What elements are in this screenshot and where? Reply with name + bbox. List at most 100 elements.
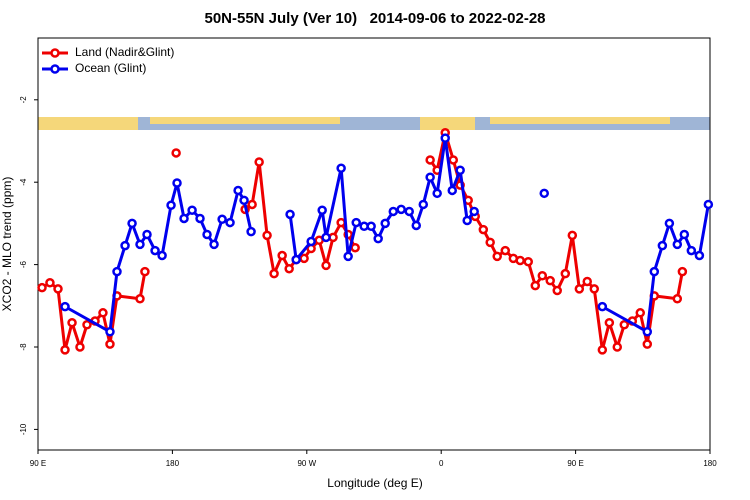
x-tick-label: 0 <box>439 459 444 468</box>
data-point <box>291 254 301 265</box>
data-point <box>582 276 592 287</box>
data-point <box>150 245 160 256</box>
data-point <box>619 320 630 330</box>
data-point <box>277 250 287 261</box>
data-point <box>246 226 256 237</box>
data-point <box>171 148 181 158</box>
data-point <box>560 268 571 279</box>
data-point <box>75 342 85 352</box>
data-point <box>135 294 145 304</box>
data-point <box>166 200 176 211</box>
x-axis-label: Longitude (deg E) <box>327 476 422 490</box>
data-point <box>604 317 615 328</box>
data-point <box>336 163 346 173</box>
data-point <box>530 280 541 291</box>
data-point <box>411 220 422 231</box>
data-point <box>179 213 189 224</box>
data-point <box>373 233 383 244</box>
data-point <box>239 195 249 206</box>
data-point <box>567 230 578 241</box>
data-point <box>447 185 458 196</box>
data-point <box>642 327 653 337</box>
x-tick-label: 90 E <box>567 459 583 468</box>
data-point <box>432 188 442 199</box>
data-point <box>448 155 459 165</box>
data-point <box>317 205 327 215</box>
data-point <box>612 342 623 352</box>
data-point <box>285 209 295 220</box>
data-point <box>321 232 331 243</box>
data-point <box>306 236 316 247</box>
data-point <box>537 270 548 281</box>
data-point <box>492 251 502 262</box>
data-point <box>462 215 472 226</box>
data-point <box>142 229 152 240</box>
x-tick-label: 180 <box>166 459 180 468</box>
data-point <box>539 188 549 199</box>
data-point <box>209 239 219 250</box>
data-point <box>67 317 77 328</box>
data-point <box>642 339 653 349</box>
data-point <box>455 165 465 176</box>
data-point <box>500 245 511 256</box>
data-point <box>672 294 683 304</box>
data-point <box>82 320 92 330</box>
map-strip <box>38 117 710 130</box>
legend-label: Land (Nadir&Glint) <box>75 45 174 59</box>
data-point <box>127 218 137 229</box>
data-point <box>679 229 690 240</box>
data-point <box>269 268 279 279</box>
data-point <box>589 284 600 294</box>
data-point <box>60 301 70 312</box>
data-point <box>350 242 360 253</box>
chart-title: 50N-55N July (Ver 10) 2014-09-06 to 2022… <box>204 10 545 27</box>
data-point <box>343 251 353 262</box>
data-point <box>120 240 130 251</box>
data-point <box>672 239 683 250</box>
data-point <box>545 275 555 286</box>
data-point <box>195 213 205 224</box>
data-point <box>45 277 55 288</box>
data-point <box>649 266 660 277</box>
data-point <box>98 308 108 318</box>
data-point <box>597 301 608 312</box>
y-tick-label: -10 <box>19 423 28 435</box>
data-point <box>635 308 646 318</box>
x-tick-label: 180 <box>703 459 717 468</box>
y-tick-label: -6 <box>19 260 28 268</box>
data-point <box>37 282 47 293</box>
data-point <box>478 224 489 235</box>
data-point <box>703 199 714 210</box>
data-point <box>157 250 167 261</box>
data-point <box>172 178 182 188</box>
data-point <box>105 339 115 349</box>
data-point <box>515 255 525 266</box>
series <box>60 133 714 337</box>
land-strip <box>420 117 475 130</box>
data-point <box>53 284 63 294</box>
data-point <box>574 284 585 294</box>
data-point <box>187 205 197 215</box>
legend-label: Ocean (Glint) <box>75 61 146 75</box>
data-point <box>336 217 346 228</box>
data-point <box>418 199 429 210</box>
data-point <box>425 155 435 165</box>
data-point <box>664 218 675 229</box>
data-point <box>388 206 399 217</box>
data-point <box>299 253 309 264</box>
data-point <box>396 204 406 215</box>
data-point <box>202 229 212 240</box>
x-tick-label: 90 E <box>30 459 46 468</box>
data-point <box>140 266 150 277</box>
data-point <box>657 240 668 251</box>
data-point <box>366 221 376 232</box>
data-point <box>247 199 257 210</box>
legend-marker <box>50 48 60 58</box>
y-tick-label: -8 <box>19 343 28 351</box>
data-point <box>380 218 390 229</box>
data-point <box>321 260 331 271</box>
data-point <box>404 206 414 217</box>
data-point <box>105 327 115 337</box>
data-point <box>254 157 264 167</box>
